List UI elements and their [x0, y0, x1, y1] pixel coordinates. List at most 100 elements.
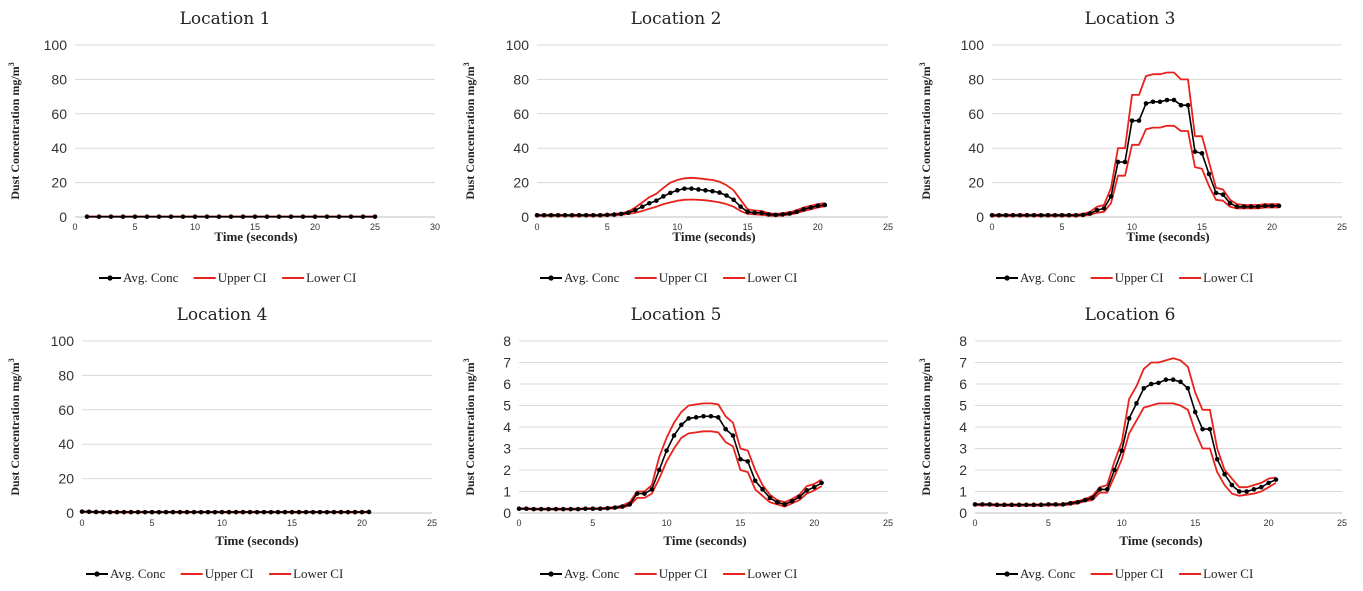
data-point: [1017, 212, 1023, 218]
chart-title: Location 2: [631, 9, 722, 29]
data-point: [576, 212, 582, 218]
data-point: [1101, 206, 1107, 211]
x-axis-label: Time (seconds): [672, 229, 755, 244]
y-tick-label: 5: [503, 398, 511, 414]
data-point: [604, 212, 610, 218]
y-axis-label: Dust Concentration mg/m3: [918, 62, 933, 199]
x-axis-label: Time (seconds): [1126, 229, 1209, 244]
data-point: [1010, 212, 1016, 218]
data-point: [219, 509, 225, 515]
x-tick-label: 0: [79, 518, 84, 528]
y-axis-label-text: Dust Concentration mg/m: [463, 66, 477, 199]
data-point: [352, 509, 358, 515]
legend-marker: [1004, 275, 1010, 281]
data-point: [156, 509, 162, 515]
y-axis-label-superscript: 3: [462, 62, 471, 66]
data-point: [96, 214, 102, 219]
data-point: [310, 509, 316, 515]
data-point: [1060, 502, 1066, 507]
x-tick-label: 20: [809, 518, 819, 528]
data-point: [703, 188, 708, 193]
data-point: [1266, 480, 1271, 486]
x-tick-label: 5: [605, 222, 610, 232]
x-tick-label: 20: [310, 222, 320, 232]
legend-marker: [548, 571, 554, 577]
data-point: [275, 509, 281, 515]
data-point: [1251, 487, 1257, 492]
y-axis-label-superscript: 3: [918, 358, 927, 362]
x-tick-label: 10: [1117, 518, 1127, 528]
x-tick-label: 25: [883, 222, 893, 232]
y-axis-label: Dust Concentration mg/m3: [462, 358, 477, 495]
data-point: [767, 495, 773, 501]
x-tick-label: 25: [427, 518, 437, 528]
data-point: [583, 212, 589, 218]
data-point: [819, 480, 824, 486]
y-tick-label: 6: [503, 376, 511, 392]
legend-label-2: Upper CI: [218, 270, 267, 285]
chart-title: Location 1: [180, 9, 271, 29]
legend-label-3: Lower CI: [293, 566, 343, 581]
legend-label-2: Upper CI: [659, 566, 708, 581]
data-point: [612, 505, 618, 510]
data-point: [724, 193, 729, 198]
data-point: [177, 509, 183, 515]
data-point: [168, 214, 174, 219]
legend-label-1: Avg. Conc: [110, 566, 166, 581]
x-tick-label: 25: [1337, 518, 1347, 528]
data-point: [360, 214, 366, 219]
data-point: [782, 502, 787, 507]
y-tick-label: 60: [51, 106, 67, 122]
data-point: [534, 212, 540, 218]
x-tick-label: 10: [662, 518, 672, 528]
data-point: [723, 426, 728, 432]
y-axis-label-text: Dust Concentration mg/m: [8, 362, 22, 495]
data-point: [811, 484, 817, 490]
data-point: [1227, 200, 1233, 206]
legend-label-2: Upper CI: [659, 270, 708, 285]
data-point: [1199, 151, 1205, 156]
data-point: [752, 478, 758, 484]
legend-label-1: Avg. Conc: [564, 566, 620, 581]
data-point: [163, 509, 169, 515]
data-point: [1115, 159, 1121, 165]
data-point: [276, 214, 282, 219]
y-tick-label: 100: [961, 37, 985, 53]
data-point: [715, 415, 721, 420]
data-point: [114, 509, 120, 515]
data-point: [300, 214, 306, 219]
data-point: [1213, 190, 1219, 196]
y-tick-label: 80: [513, 71, 529, 87]
data-point: [647, 200, 652, 206]
data-point: [1038, 212, 1044, 218]
data-point: [605, 505, 610, 511]
data-point: [541, 212, 547, 218]
data-point: [1119, 448, 1125, 453]
data-point: [693, 415, 699, 420]
y-tick-label: 4: [503, 419, 511, 435]
data-point: [632, 207, 638, 213]
data-point: [108, 214, 114, 219]
x-tick-label: 5: [132, 222, 137, 232]
legend-label-3: Lower CI: [306, 270, 356, 285]
data-point: [760, 487, 765, 492]
y-tick-label: 0: [503, 505, 511, 521]
x-tick-label: 15: [1190, 518, 1200, 528]
data-point: [1171, 97, 1177, 103]
legend-label-3: Lower CI: [747, 270, 797, 285]
data-point: [1009, 502, 1014, 508]
data-point: [1178, 379, 1183, 385]
data-point: [787, 211, 793, 216]
data-point: [620, 504, 625, 509]
data-point: [156, 214, 162, 219]
data-point: [1104, 487, 1110, 492]
y-tick-label: 40: [513, 140, 529, 156]
chart-title: Location 3: [1085, 9, 1176, 29]
data-point: [1244, 489, 1249, 494]
y-axis-label-superscript: 3: [462, 358, 471, 362]
data-point: [1273, 477, 1279, 482]
x-axis-label: Time (seconds): [663, 533, 746, 548]
data-point: [815, 203, 821, 209]
data-point: [1214, 456, 1220, 462]
data-point: [198, 509, 204, 515]
